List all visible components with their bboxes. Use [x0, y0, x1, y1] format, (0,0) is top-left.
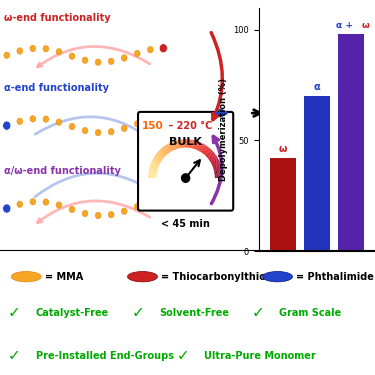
Text: Solvent-Free: Solvent-Free: [159, 308, 230, 318]
Circle shape: [160, 45, 166, 51]
Text: ✓: ✓: [8, 305, 20, 320]
Text: = Thiocarbonylthio: = Thiocarbonylthio: [161, 272, 266, 282]
Text: = MMA: = MMA: [45, 272, 83, 282]
Circle shape: [108, 58, 114, 64]
Circle shape: [128, 272, 158, 282]
Circle shape: [82, 210, 88, 217]
Text: Catalyst-Free: Catalyst-Free: [36, 308, 109, 318]
Text: α +: α +: [336, 21, 356, 30]
FancyArrowPatch shape: [35, 173, 147, 197]
Y-axis label: Depolymerization (%): Depolymerization (%): [219, 78, 228, 181]
Circle shape: [182, 174, 190, 182]
Circle shape: [108, 129, 114, 135]
Circle shape: [159, 44, 168, 53]
Circle shape: [30, 198, 36, 205]
FancyArrowPatch shape: [252, 110, 260, 116]
Bar: [270, 158, 296, 251]
Circle shape: [3, 204, 11, 213]
Circle shape: [30, 116, 36, 122]
Circle shape: [4, 122, 10, 129]
Circle shape: [43, 45, 49, 52]
Text: Pre-Installed End-Groups: Pre-Installed End-Groups: [36, 351, 174, 361]
Text: α/ω-end functionality: α/ω-end functionality: [4, 166, 122, 176]
Text: ω: ω: [279, 144, 287, 154]
Text: ω-end functionality: ω-end functionality: [4, 13, 111, 22]
Circle shape: [43, 116, 49, 122]
Circle shape: [134, 120, 140, 127]
Circle shape: [121, 208, 127, 214]
Circle shape: [134, 50, 140, 57]
Circle shape: [134, 204, 140, 210]
Circle shape: [56, 48, 62, 55]
Text: < 45 min: < 45 min: [161, 219, 210, 229]
Text: 150: 150: [142, 120, 164, 130]
Text: ω: ω: [362, 21, 369, 30]
Text: ✓: ✓: [8, 348, 20, 363]
Circle shape: [3, 121, 11, 130]
Circle shape: [121, 125, 127, 132]
Circle shape: [108, 211, 114, 218]
Circle shape: [82, 57, 88, 63]
Circle shape: [69, 206, 75, 213]
Circle shape: [30, 45, 36, 52]
Text: – 220 °C: – 220 °C: [165, 120, 213, 130]
Circle shape: [95, 59, 101, 66]
Text: Ultra-Pure Monomer: Ultra-Pure Monomer: [204, 351, 316, 361]
Circle shape: [95, 212, 101, 219]
Text: Gram Scale: Gram Scale: [279, 308, 342, 318]
Circle shape: [262, 272, 292, 282]
FancyArrowPatch shape: [38, 201, 150, 222]
Circle shape: [4, 52, 10, 58]
Text: ✓: ✓: [176, 348, 189, 363]
Text: = Phthalimide: = Phthalimide: [296, 272, 374, 282]
Circle shape: [121, 55, 127, 61]
Circle shape: [17, 48, 23, 54]
Circle shape: [69, 123, 75, 130]
FancyArrowPatch shape: [35, 117, 147, 137]
Circle shape: [69, 53, 75, 60]
Circle shape: [43, 199, 49, 205]
FancyBboxPatch shape: [138, 112, 233, 211]
FancyArrowPatch shape: [211, 33, 222, 120]
Circle shape: [160, 198, 166, 205]
Text: α-end functionality: α-end functionality: [4, 83, 109, 93]
Circle shape: [82, 128, 88, 134]
Circle shape: [95, 129, 101, 136]
Circle shape: [147, 46, 153, 53]
Text: ✓: ✓: [131, 305, 144, 320]
Circle shape: [4, 205, 10, 212]
Circle shape: [11, 272, 41, 282]
Bar: [304, 96, 330, 251]
Circle shape: [56, 119, 62, 125]
Text: α: α: [314, 82, 320, 92]
Circle shape: [17, 118, 23, 124]
Text: ✓: ✓: [251, 305, 264, 320]
Circle shape: [56, 202, 62, 208]
Circle shape: [159, 197, 168, 206]
FancyArrowPatch shape: [38, 46, 150, 67]
Circle shape: [147, 117, 153, 123]
FancyArrowPatch shape: [216, 110, 226, 116]
Circle shape: [17, 201, 23, 207]
Bar: [338, 34, 364, 251]
FancyArrowPatch shape: [211, 136, 222, 204]
Circle shape: [160, 116, 166, 122]
Circle shape: [147, 200, 153, 206]
Text: BULK: BULK: [169, 137, 202, 147]
